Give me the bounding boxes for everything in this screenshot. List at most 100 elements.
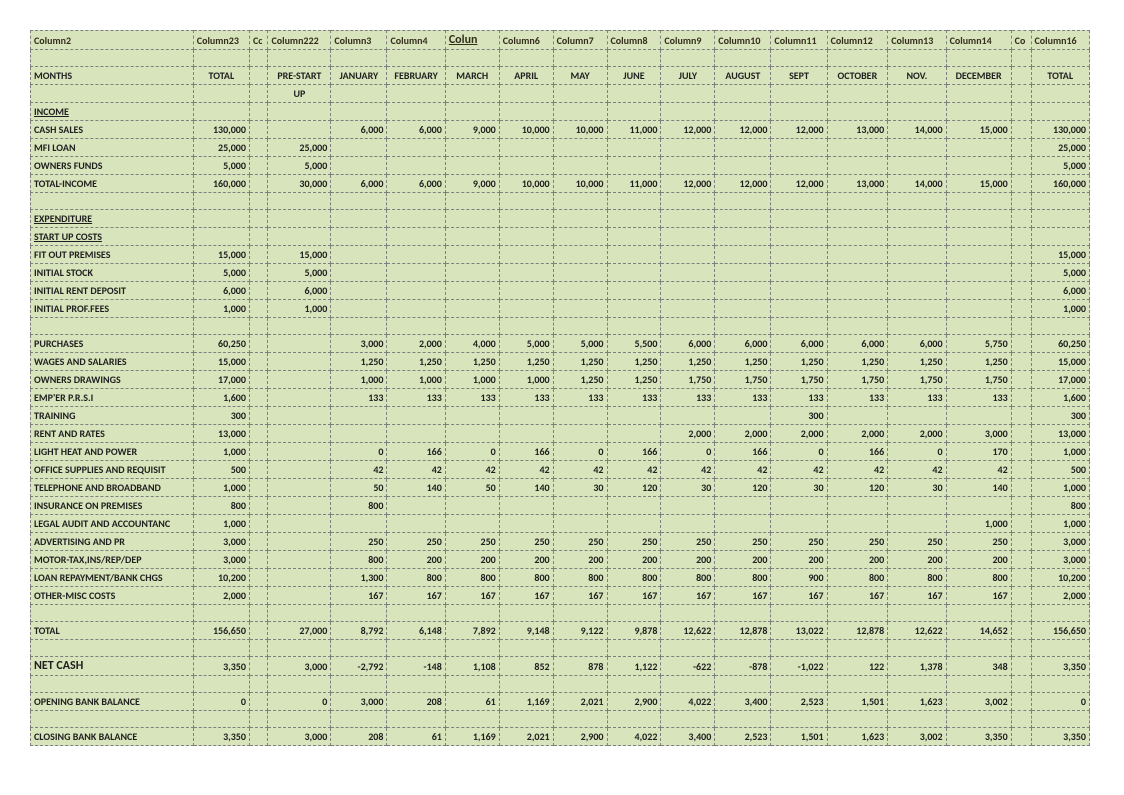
data-cell[interactable] bbox=[331, 228, 387, 246]
data-cell[interactable]: 167 bbox=[445, 587, 499, 605]
data-cell[interactable] bbox=[1011, 605, 1031, 622]
data-cell[interactable] bbox=[1031, 318, 1090, 335]
data-cell[interactable]: 2,021 bbox=[553, 693, 607, 711]
data-cell[interactable] bbox=[946, 85, 1011, 103]
data-cell[interactable]: 140 bbox=[387, 479, 445, 497]
data-cell[interactable] bbox=[499, 407, 553, 425]
row-label-cell[interactable]: LOAN REPAYMENT/BANK CHGS bbox=[31, 569, 194, 587]
data-cell[interactable] bbox=[249, 139, 268, 157]
data-cell[interactable]: 14,000 bbox=[888, 121, 946, 139]
data-cell[interactable] bbox=[193, 50, 249, 67]
data-cell[interactable] bbox=[387, 515, 445, 533]
data-cell[interactable]: 167 bbox=[607, 587, 661, 605]
data-cell[interactable] bbox=[193, 85, 249, 103]
data-cell[interactable]: 166 bbox=[715, 443, 771, 461]
data-cell[interactable] bbox=[445, 103, 499, 121]
data-cell[interactable] bbox=[827, 210, 888, 228]
data-cell[interactable]: 11,000 bbox=[607, 121, 661, 139]
data-cell[interactable] bbox=[268, 318, 331, 335]
data-cell[interactable]: 1,000 bbox=[1031, 515, 1090, 533]
data-cell[interactable]: 3,000 bbox=[946, 425, 1011, 443]
data-cell[interactable] bbox=[715, 50, 771, 67]
data-cell[interactable] bbox=[249, 264, 268, 282]
data-cell[interactable]: 156,650 bbox=[1031, 622, 1090, 640]
data-cell[interactable] bbox=[771, 246, 827, 264]
row-label-cell[interactable]: Column2 bbox=[31, 31, 194, 50]
data-cell[interactable]: 250 bbox=[827, 533, 888, 551]
data-cell[interactable] bbox=[249, 587, 268, 605]
data-cell[interactable] bbox=[661, 318, 715, 335]
data-cell[interactable]: 1,750 bbox=[771, 371, 827, 389]
data-cell[interactable] bbox=[249, 318, 268, 335]
data-cell[interactable] bbox=[1011, 587, 1031, 605]
data-cell[interactable]: 200 bbox=[445, 551, 499, 569]
data-cell[interactable] bbox=[268, 335, 331, 353]
data-cell[interactable] bbox=[607, 605, 661, 622]
data-cell[interactable] bbox=[715, 515, 771, 533]
data-cell[interactable]: 1,250 bbox=[553, 371, 607, 389]
data-cell[interactable]: 250 bbox=[387, 533, 445, 551]
data-cell[interactable] bbox=[607, 139, 661, 157]
data-cell[interactable]: 5,000 bbox=[268, 157, 331, 175]
data-cell[interactable] bbox=[827, 139, 888, 157]
data-cell[interactable] bbox=[888, 318, 946, 335]
data-cell[interactable] bbox=[268, 515, 331, 533]
data-cell[interactable]: 10,000 bbox=[553, 175, 607, 193]
data-cell[interactable]: 1,750 bbox=[888, 371, 946, 389]
data-cell[interactable] bbox=[661, 228, 715, 246]
data-cell[interactable] bbox=[1031, 210, 1090, 228]
data-cell[interactable]: 3,002 bbox=[888, 728, 946, 746]
data-cell[interactable]: 50 bbox=[445, 479, 499, 497]
row-label-cell[interactable]: LEGAL AUDIT AND ACCOUNTANC bbox=[31, 515, 194, 533]
data-cell[interactable]: 3,350 bbox=[1031, 657, 1090, 676]
data-cell[interactable] bbox=[249, 335, 268, 353]
row-label-cell[interactable]: OWNERS DRAWINGS bbox=[31, 371, 194, 389]
data-cell[interactable] bbox=[331, 157, 387, 175]
data-cell[interactable] bbox=[445, 157, 499, 175]
data-cell[interactable]: 156,650 bbox=[193, 622, 249, 640]
data-cell[interactable] bbox=[387, 85, 445, 103]
data-cell[interactable] bbox=[661, 157, 715, 175]
data-cell[interactable]: 30 bbox=[888, 479, 946, 497]
data-cell[interactable] bbox=[331, 515, 387, 533]
row-label-cell[interactable]: INITIAL RENT DEPOSIT bbox=[31, 282, 194, 300]
data-cell[interactable]: 7,892 bbox=[445, 622, 499, 640]
data-cell[interactable] bbox=[827, 85, 888, 103]
data-cell[interactable]: 250 bbox=[946, 533, 1011, 551]
data-cell[interactable]: 166 bbox=[499, 443, 553, 461]
data-cell[interactable]: 250 bbox=[553, 533, 607, 551]
data-cell[interactable]: 4,000 bbox=[445, 335, 499, 353]
data-cell[interactable]: 1,250 bbox=[387, 353, 445, 371]
data-cell[interactable]: Co bbox=[1011, 31, 1031, 50]
row-label-cell[interactable]: INITIAL PROF.FEES bbox=[31, 300, 194, 318]
data-cell[interactable] bbox=[888, 157, 946, 175]
data-cell[interactable] bbox=[268, 640, 331, 657]
data-cell[interactable] bbox=[1011, 50, 1031, 67]
data-cell[interactable]: 2,900 bbox=[607, 693, 661, 711]
data-cell[interactable]: 300 bbox=[771, 407, 827, 425]
data-cell[interactable] bbox=[249, 228, 268, 246]
data-cell[interactable]: TOTAL bbox=[1031, 67, 1090, 85]
data-cell[interactable] bbox=[193, 605, 249, 622]
data-cell[interactable]: 133 bbox=[888, 389, 946, 407]
data-cell[interactable]: 15,000 bbox=[193, 246, 249, 264]
data-cell[interactable]: 200 bbox=[553, 551, 607, 569]
data-cell[interactable]: 1,250 bbox=[445, 353, 499, 371]
data-cell[interactable] bbox=[249, 407, 268, 425]
data-cell[interactable] bbox=[445, 300, 499, 318]
data-cell[interactable] bbox=[387, 711, 445, 728]
data-cell[interactable] bbox=[249, 121, 268, 139]
data-cell[interactable] bbox=[1011, 193, 1031, 210]
data-cell[interactable]: 5,750 bbox=[946, 335, 1011, 353]
data-cell[interactable] bbox=[1031, 605, 1090, 622]
data-cell[interactable] bbox=[387, 497, 445, 515]
data-cell[interactable] bbox=[946, 676, 1011, 693]
data-cell[interactable] bbox=[268, 103, 331, 121]
data-cell[interactable] bbox=[268, 551, 331, 569]
data-cell[interactable] bbox=[715, 85, 771, 103]
data-cell[interactable] bbox=[607, 193, 661, 210]
data-cell[interactable] bbox=[827, 407, 888, 425]
data-cell[interactable] bbox=[715, 605, 771, 622]
data-cell[interactable] bbox=[193, 640, 249, 657]
data-cell[interactable]: 1,169 bbox=[445, 728, 499, 746]
